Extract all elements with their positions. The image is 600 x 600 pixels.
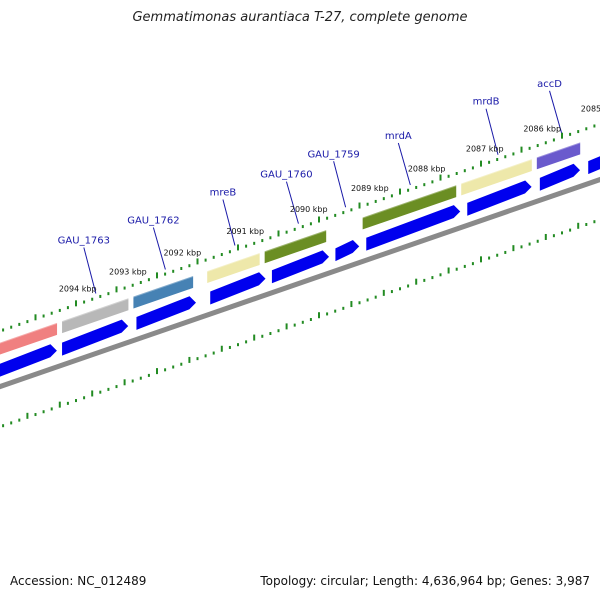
- gene-box: [132, 274, 195, 310]
- kbp-label: 2090 kbp: [290, 205, 328, 214]
- gene-highlight: [131, 274, 195, 298]
- cds-feature-track: [0, 155, 600, 378]
- gene-highlight: [60, 296, 131, 323]
- gene-label: GAU_1763: [58, 235, 110, 246]
- gene-highlight: [205, 251, 262, 273]
- kbp-label: 2091 kbp: [226, 227, 264, 236]
- gene-box: [263, 228, 328, 265]
- gene-label: mrdA: [385, 131, 412, 142]
- gene-label: GAU_1762: [127, 215, 179, 226]
- gene-box: [0, 321, 59, 356]
- gene-box: [460, 157, 533, 197]
- backbone-line: [0, 176, 600, 390]
- map-title: Gemmatimonas aurantiaca T-27, complete g…: [132, 10, 468, 25]
- kbp-label-layer: 2094 kbp 2093 kbp 2092 kbp 2091 kbp 2090 kbp…: [59, 105, 600, 294]
- cds-arrow: [135, 295, 198, 332]
- inner-tick-ring: [2, 220, 596, 428]
- gene-label: mreB: [210, 187, 237, 198]
- kbp-label: 2085 kbp: [581, 105, 600, 114]
- gene-highlight: [0, 321, 59, 344]
- label-leader-line: [222, 199, 236, 246]
- gene-label: GAU_1760: [260, 170, 312, 181]
- cds-arrow: [209, 271, 267, 306]
- kbp-label: 2086 kbp: [523, 124, 561, 133]
- label-leader-line: [397, 142, 411, 186]
- gene-highlight: [534, 140, 583, 159]
- cds-arrow: [0, 343, 59, 378]
- cds-arrow: [270, 249, 331, 285]
- gene-label: mrdB: [473, 97, 500, 108]
- kbp-label: 2094 kbp: [59, 285, 97, 294]
- cds-arrow: [334, 238, 361, 263]
- genome-summary-text: Topology: circular; Length: 4,636,964 bp…: [260, 574, 590, 588]
- cds-arrow: [538, 162, 582, 193]
- kbp-label: 2087 kbp: [466, 144, 504, 153]
- genome-backbone: [0, 176, 600, 390]
- kbp-label: 2089 kbp: [351, 184, 389, 193]
- cds-arrow: [466, 179, 534, 218]
- gene-highlight: [360, 183, 459, 219]
- label-leader-line: [549, 90, 563, 133]
- gene-label: GAU_1759: [307, 149, 359, 160]
- kbp-label: 2093 kbp: [109, 267, 147, 276]
- gene-box: [61, 296, 130, 335]
- gene-highlight: [262, 228, 329, 253]
- gene-box: [361, 183, 458, 231]
- gene-label: accD: [537, 79, 562, 90]
- kbp-label: 2088 kbp: [408, 164, 446, 173]
- label-leader-line: [333, 161, 347, 208]
- label-leader-line: [285, 181, 299, 224]
- outer-tick-ring: [2, 124, 596, 332]
- label-leader-line: [485, 108, 499, 155]
- gene-label-layer: GAU_1763 GAU_1762 mreB GAU_1760 GAU_1759 mrdA…: [58, 79, 563, 294]
- gene-highlight: [459, 157, 534, 185]
- label-leader-line: [83, 247, 97, 294]
- kbp-label: 2092 kbp: [163, 249, 201, 258]
- gene-box: [206, 251, 261, 285]
- gene-feature-track: [0, 140, 583, 356]
- gene-box: [535, 141, 582, 171]
- accession-text: Accession: NC_012489: [10, 574, 147, 588]
- cds-arrow: [61, 318, 130, 358]
- cds-arrow: [365, 203, 462, 253]
- cds-arrow: [587, 155, 600, 176]
- label-leader-line: [152, 227, 166, 270]
